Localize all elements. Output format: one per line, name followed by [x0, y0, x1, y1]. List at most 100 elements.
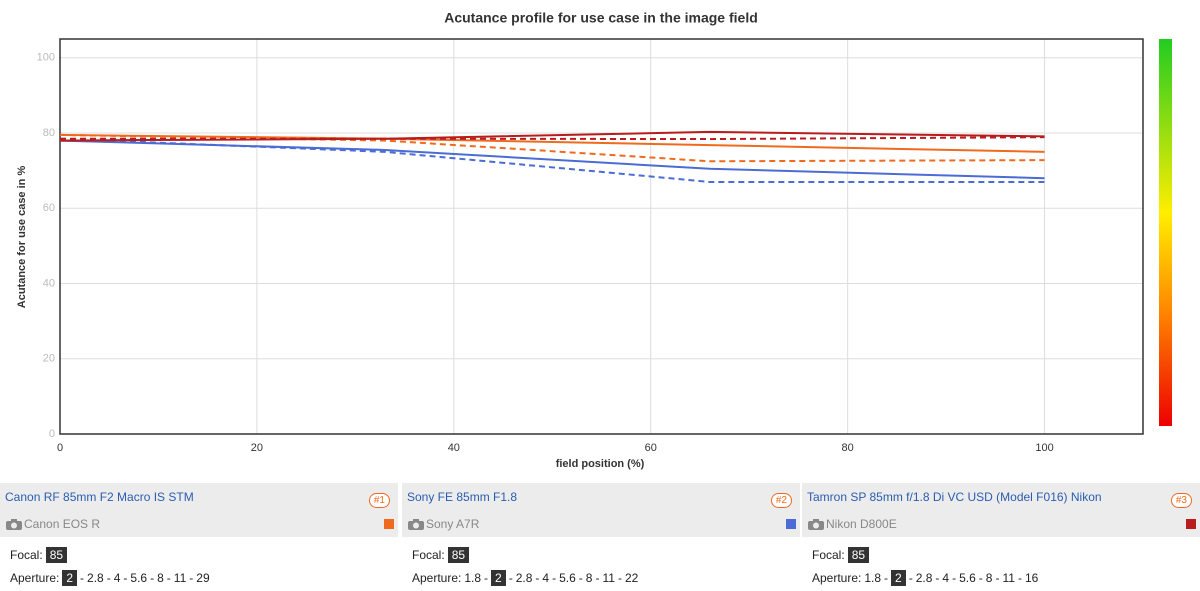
aperture-separator: -	[884, 571, 889, 585]
aperture-separator: -	[123, 571, 128, 585]
aperture-option[interactable]: 4	[113, 571, 121, 585]
camera-icon	[808, 519, 824, 530]
lens-name[interactable]: Canon RF 85mm F2 Macro IS STM	[5, 490, 194, 504]
y-axis-label: Acutance for use case in %	[16, 166, 28, 309]
aperture-separator: -	[106, 571, 111, 585]
y-tick-label: 60	[43, 202, 55, 214]
aperture-separator: -	[995, 571, 1000, 585]
camera-icon	[408, 519, 424, 530]
aperture-row: Aperture: 1.8-2-2.8-4-5.6-8-11-22	[412, 570, 638, 586]
aperture-separator: -	[1017, 571, 1022, 585]
aperture-separator: -	[189, 571, 194, 585]
lens-header: Canon RF 85mm F2 Macro IS STM #1 Canon EOS…	[0, 483, 398, 537]
camera: Sony A7R	[408, 517, 479, 531]
lens-card: Canon RF 85mm F2 Macro IS STM #1 Canon EOS…	[0, 483, 398, 591]
focal-value: 85	[447, 547, 470, 563]
camera: Nikon D800E	[808, 517, 897, 531]
x-tick-label: 40	[448, 442, 460, 454]
lens-color	[786, 519, 796, 529]
series-line	[59, 139, 1045, 180]
y-tick-label: 0	[49, 428, 55, 440]
camera-name: Nikon D800E	[826, 517, 897, 531]
lens-card: Tamron SP 85mm f/1.8 Di VC USD (Model F0…	[802, 483, 1200, 591]
x-tick-label: 20	[251, 442, 263, 454]
lens-name[interactable]: Sony FE 85mm F1.8	[407, 490, 518, 504]
lens-color	[384, 519, 394, 529]
aperture-option[interactable]: 2.8	[915, 571, 933, 585]
aperture-option[interactable]: 1.8	[464, 571, 482, 585]
aperture-option[interactable]: 2	[62, 570, 78, 586]
aperture-option[interactable]: 8	[157, 571, 164, 585]
aperture-separator: -	[952, 571, 957, 585]
series-line	[59, 137, 1045, 183]
aperture-option[interactable]: 5.6	[959, 571, 976, 585]
y-tick-label: 80	[43, 127, 55, 139]
aperture-label: Aperture:	[10, 571, 60, 585]
focal-row: Focal: 85	[412, 547, 470, 563]
aperture-option[interactable]: 2.8	[87, 571, 104, 585]
chart-title: Acutance profile for use case in the ima…	[444, 10, 758, 26]
aperture-row: Aperture: 1.8-2-2.8-4-5.6-8-11-16	[812, 570, 1038, 586]
lens-header: Sony FE 85mm F1.8 #2 Sony A7R	[402, 483, 800, 537]
aperture-separator: -	[166, 571, 171, 585]
lens-badge: #1	[368, 493, 390, 508]
aperture-option[interactable]: 11	[1002, 571, 1015, 585]
lens-color	[1186, 519, 1196, 529]
y-tick-label: 20	[43, 353, 55, 365]
aperture-label: Aperture:	[812, 571, 862, 585]
camera: Canon EOS R	[6, 517, 100, 531]
aperture-separator: -	[978, 571, 983, 585]
aperture-option[interactable]: 5.6	[559, 571, 576, 585]
aperture-separator: -	[150, 571, 155, 585]
x-tick-label: 100	[1035, 442, 1053, 454]
focal-row: Focal: 85	[812, 547, 870, 563]
x-tick-label: 80	[842, 442, 854, 454]
focal-label: Focal:	[412, 548, 445, 562]
series-line	[59, 133, 1045, 153]
plot-frame	[59, 38, 1144, 435]
y-tick-label: 40	[43, 277, 55, 289]
aperture-option[interactable]: 2	[491, 570, 506, 586]
aperture-separator: -	[535, 571, 540, 585]
aperture-option[interactable]: 8	[585, 571, 593, 585]
lens-cards: Canon RF 85mm F2 Macro IS STM #1 Canon EOS…	[0, 483, 1200, 591]
color-scale	[1159, 39, 1172, 426]
aperture-separator: -	[508, 571, 513, 585]
lens-name[interactable]: Tamron SP 85mm f/1.8 Di VC USD (Model F0…	[807, 490, 1102, 504]
aperture-option[interactable]: 5.6	[130, 571, 148, 585]
aperture-option[interactable]: 22	[624, 571, 639, 585]
focal-value: 85	[45, 547, 68, 563]
aperture-option[interactable]: 11	[173, 571, 187, 585]
aperture-separator: -	[80, 571, 85, 585]
y-tick-label: 100	[37, 52, 55, 64]
aperture-option[interactable]: 8	[985, 571, 993, 585]
camera-name: Sony A7R	[426, 517, 480, 531]
aperture-option[interactable]: 2	[891, 570, 906, 586]
lens-header: Tamron SP 85mm f/1.8 Di VC USD (Model F0…	[802, 483, 1200, 537]
aperture-row: Aperture: 2-2.8-4-5.6-8-11-29	[10, 570, 210, 586]
aperture-separator: -	[552, 571, 557, 585]
x-tick-label: 60	[645, 442, 657, 454]
aperture-option[interactable]: 4	[942, 571, 950, 585]
camera-name: Canon EOS R	[24, 517, 101, 531]
x-axis-label: field position (%)	[556, 458, 645, 470]
aperture-option[interactable]: 29	[196, 571, 210, 585]
aperture-separator: -	[617, 571, 622, 585]
aperture-option[interactable]: 11	[602, 571, 615, 585]
focal-row: Focal: 85	[10, 547, 68, 563]
lens-badge: #3	[1170, 493, 1192, 508]
aperture-separator: -	[484, 571, 489, 585]
focal-label: Focal:	[10, 548, 43, 562]
series-line	[60, 136, 1045, 141]
aperture-separator: -	[595, 571, 600, 585]
x-tick-label: 0	[57, 442, 63, 454]
focal-value: 85	[847, 547, 870, 563]
aperture-option[interactable]: 16	[1024, 571, 1039, 585]
aperture-option[interactable]: 4	[542, 571, 550, 585]
aperture-option[interactable]: 1.8	[864, 571, 882, 585]
aperture-option[interactable]: 2.8	[515, 571, 533, 585]
aperture-separator: -	[578, 571, 583, 585]
aperture-separator: -	[908, 571, 913, 585]
lens-badge: #2	[770, 493, 792, 508]
